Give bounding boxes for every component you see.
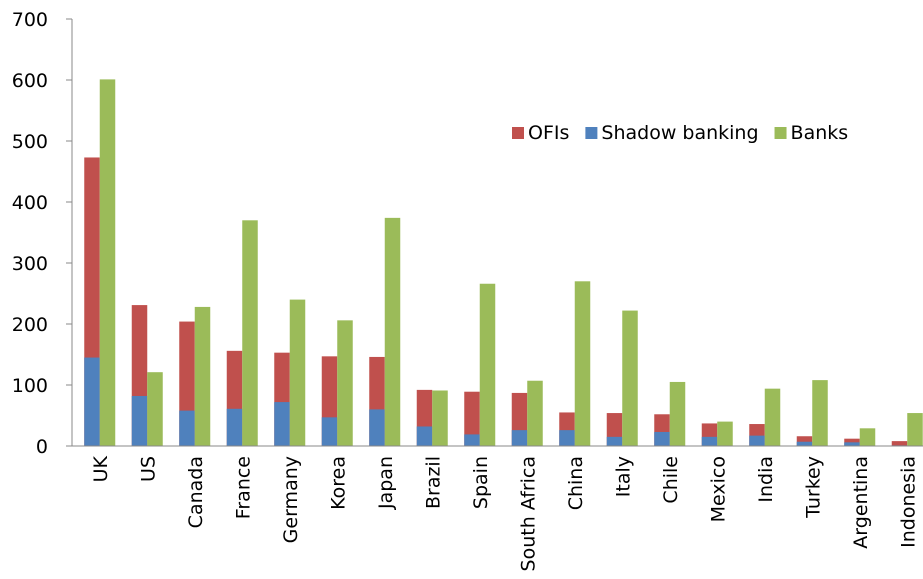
x-tick-label: Indonesia [897, 456, 919, 548]
bar [147, 372, 163, 446]
bar [574, 281, 591, 446]
y-tick-label: 700 [12, 9, 48, 31]
bar [337, 320, 353, 446]
bar [289, 299, 306, 446]
bar [479, 283, 496, 446]
bar [226, 408, 243, 446]
bar [622, 310, 638, 446]
legend-swatch [585, 127, 598, 139]
x-tick-label: South Africa [517, 456, 539, 571]
bar [527, 380, 543, 446]
x-tick-label: Spain [470, 456, 492, 509]
y-tick-label: 500 [12, 131, 48, 153]
bar [432, 390, 448, 446]
bar [812, 380, 828, 446]
bar [891, 441, 908, 446]
legend-label: Shadow banking [601, 122, 758, 144]
bar [131, 395, 148, 446]
bar [669, 381, 686, 446]
x-tick-label: Argentina [850, 456, 872, 549]
bar [99, 79, 116, 446]
x-tick-label: Canada [185, 456, 207, 528]
x-tick-label: Italy [612, 456, 634, 497]
x-tick-label: Mexico [707, 456, 729, 522]
bar [179, 410, 195, 446]
bar [749, 435, 765, 446]
y-tick-label: 400 [12, 192, 48, 214]
bar [464, 391, 480, 446]
bar [384, 217, 401, 446]
legend-swatch [774, 127, 787, 139]
bar [321, 417, 338, 446]
bar [764, 388, 781, 446]
x-tick-label: Germany [280, 456, 302, 543]
x-tick-label: Chile [660, 456, 682, 504]
bar [796, 436, 813, 446]
bar [416, 426, 433, 446]
y-tick-label: 300 [12, 253, 48, 275]
x-tick-label: Japan [375, 456, 397, 510]
x-tick-label: Brazil [422, 456, 444, 509]
bar [907, 413, 923, 446]
bar [559, 430, 575, 446]
bar [717, 421, 733, 446]
bar [844, 442, 860, 446]
bar [654, 431, 670, 446]
bar [369, 409, 385, 446]
legend-label: Banks [791, 122, 849, 144]
bar [194, 306, 211, 446]
bar [242, 220, 258, 446]
legend-label: OFIs [528, 122, 569, 144]
bar [511, 430, 528, 446]
x-tick-label: UK [90, 455, 112, 482]
bar [84, 357, 100, 446]
x-tick-label: Korea [327, 456, 349, 510]
x-tick-label: China [565, 456, 587, 510]
bar [796, 441, 813, 446]
bar [701, 436, 718, 446]
y-tick-label: 200 [12, 314, 48, 336]
legend-swatch [512, 127, 524, 139]
y-tick-label: 600 [12, 70, 48, 92]
bar [859, 428, 876, 446]
bar [464, 434, 480, 446]
x-tick-label: Turkey [802, 456, 824, 519]
y-tick-label: 0 [36, 436, 48, 458]
bar [274, 402, 290, 446]
x-tick-label: US [137, 456, 159, 482]
bar [606, 436, 623, 446]
x-tick-label: France [232, 456, 254, 519]
y-tick-label: 100 [12, 375, 48, 397]
x-tick-label: India [755, 456, 777, 503]
